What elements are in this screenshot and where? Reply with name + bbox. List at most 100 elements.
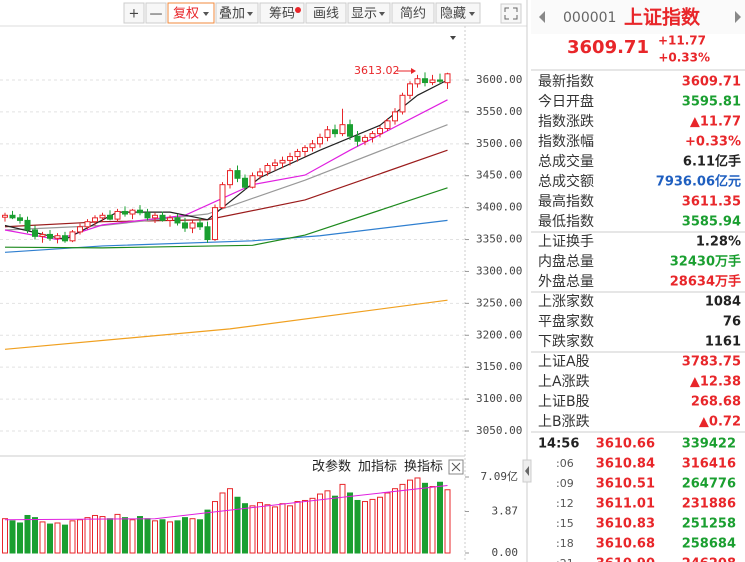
candle-body <box>182 222 188 229</box>
volume-bar <box>234 496 241 554</box>
volume-bar <box>17 522 23 554</box>
dropdown-caret <box>247 12 253 16</box>
candle-body <box>2 214 8 218</box>
volume-bar <box>107 518 113 554</box>
volume-bar <box>137 516 143 554</box>
trade-volume: 264776 <box>682 477 736 492</box>
trade-volume: 339422 <box>682 437 736 452</box>
y-tick-label: 3150.00 <box>476 360 522 373</box>
candle-body <box>234 170 241 179</box>
volume-bar <box>84 517 91 554</box>
toolbar-button[interactable] <box>123 2 145 24</box>
quote-value: 3783.75 <box>682 355 741 370</box>
close-icon <box>451 462 461 472</box>
stock-change-pct: +0.33% <box>658 51 710 65</box>
y-tick-label: 3300.00 <box>476 264 522 277</box>
candle-body <box>347 124 353 137</box>
quote-value: 3595.81 <box>682 95 741 110</box>
dropdown-caret <box>469 12 475 16</box>
quote-value: 28634万手 <box>670 274 741 290</box>
quote-value: ▲11.77 <box>690 115 741 130</box>
volume-bar <box>77 519 83 554</box>
fullscreen-button[interactable] <box>500 3 522 24</box>
y-tick-label: 3100.00 <box>476 392 522 405</box>
quote-label: 下跌家数 <box>538 333 594 350</box>
stock-price: 3609.71 <box>567 37 649 58</box>
indicator-tool[interactable]: 改参数 <box>312 459 351 475</box>
moving-average <box>4 79 448 241</box>
y-tick-label: 3250.00 <box>476 296 522 309</box>
trade-price: 3610.84 <box>596 457 655 472</box>
volume-bar <box>174 520 181 554</box>
volume-bar <box>197 519 203 554</box>
toolbar-button[interactable] <box>305 2 347 24</box>
volume-bar <box>279 503 286 554</box>
quote-label: 指数涨幅 <box>538 134 594 150</box>
volume-bar <box>347 492 353 554</box>
candle-body <box>92 217 98 223</box>
trade-time: :21 <box>556 557 574 562</box>
candle-body <box>429 79 436 84</box>
trade-time: 14:56 <box>538 437 579 452</box>
candle-body <box>152 214 158 219</box>
trade-price: 3610.66 <box>596 437 655 452</box>
quote-label: 上A涨跌 <box>538 374 590 390</box>
candle-body <box>257 171 263 177</box>
trade-price: 3610.90 <box>596 557 655 562</box>
toolbar-label: 画线 <box>313 7 339 22</box>
candle-body <box>399 94 406 113</box>
toolbar-button[interactable] <box>347 2 391 24</box>
volume-bar <box>144 518 151 554</box>
trade-volume: 316416 <box>682 457 736 472</box>
volume-bar <box>114 513 121 554</box>
volume-bar <box>122 517 128 554</box>
volume-bar <box>362 501 368 554</box>
indicator-tool[interactable]: 换指标 <box>404 460 443 475</box>
candle-body <box>369 133 376 138</box>
toolbar-button[interactable] <box>145 2 167 24</box>
volume-bar <box>257 502 263 554</box>
candle-body <box>39 233 46 237</box>
toolbar-button[interactable] <box>259 2 305 24</box>
toolbar-button[interactable] <box>435 2 481 24</box>
trade-volume: 251258 <box>682 517 736 532</box>
next-icon[interactable] <box>735 11 741 23</box>
toolbar-label: — <box>150 7 163 22</box>
indicator-tool[interactable]: 加指标 <box>358 460 397 475</box>
quote-label: 上涨家数 <box>538 293 594 310</box>
quote-value: 32430万手 <box>670 254 741 270</box>
candle-body <box>9 214 16 219</box>
volume-bar <box>54 522 61 554</box>
toolbar-button[interactable] <box>215 2 259 24</box>
prev-icon[interactable] <box>539 11 545 23</box>
toolbar-button[interactable] <box>391 2 435 24</box>
quote-label: 最新指数 <box>538 74 594 90</box>
toolbar-button[interactable] <box>167 2 215 24</box>
quote-value: ▲12.38 <box>690 375 741 390</box>
volume-bar <box>422 482 428 554</box>
volume-bar <box>99 516 106 554</box>
candle-body <box>69 231 76 242</box>
volume-bar <box>9 520 16 554</box>
volume-bar <box>332 495 338 554</box>
volume-bar <box>152 520 158 554</box>
volume-bar <box>399 483 406 554</box>
y-tick-label: 3600.00 <box>476 73 522 86</box>
stock-change: +11.77 <box>658 34 706 48</box>
candle-body <box>174 217 181 224</box>
volume-bar <box>407 479 413 554</box>
volume-bar <box>339 483 346 554</box>
quote-value: 1084 <box>705 295 741 310</box>
candle-body <box>17 217 23 221</box>
candle-body <box>227 170 233 186</box>
volume-bar <box>39 521 46 554</box>
volume-bar <box>384 492 391 554</box>
volume-bar <box>414 477 421 554</box>
trade-volume: 231886 <box>682 497 736 512</box>
candle-body <box>144 212 151 219</box>
volume-bar <box>354 499 361 554</box>
volume-average <box>4 484 448 521</box>
quote-value: 76 <box>723 315 741 330</box>
y-tick-label: 3350.00 <box>476 233 522 246</box>
